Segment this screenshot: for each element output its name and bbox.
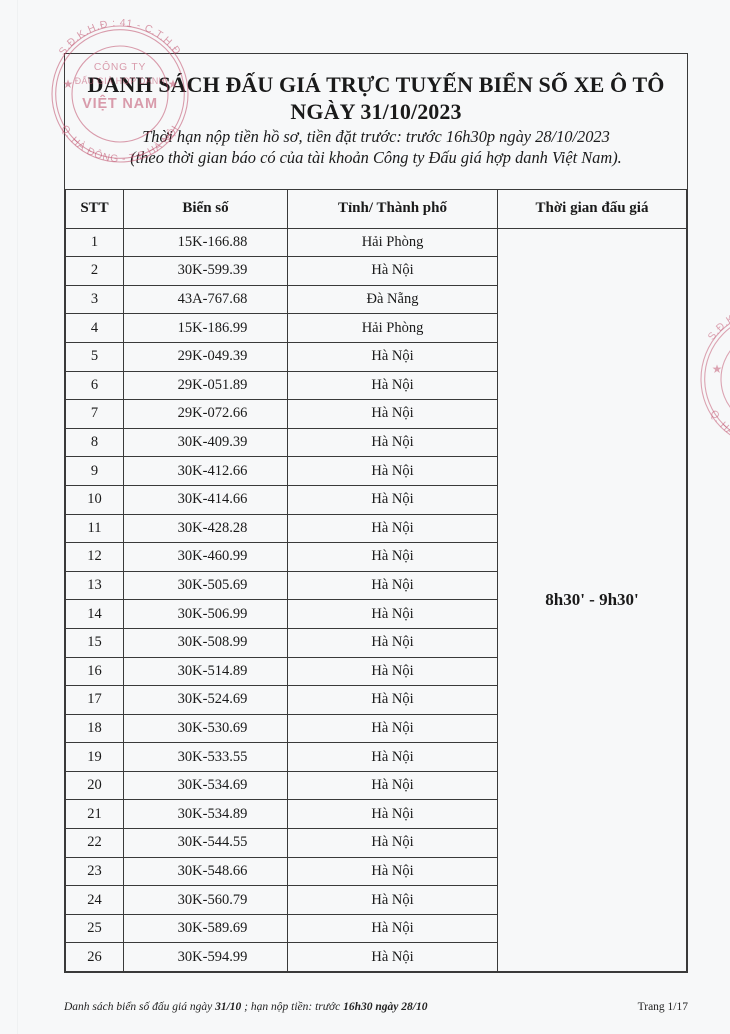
svg-text:S.Đ.K.H.Đ : 41 - C.T.H.Đ: S.Đ.K.H.Đ : 41 - C.T.H.Đ xyxy=(57,19,182,58)
svg-text:★: ★ xyxy=(712,362,723,376)
svg-text:Q. HÀ ĐÔNG - T.P HÀ NỘI: Q. HÀ ĐÔNG - T.P HÀ NỘI xyxy=(707,409,730,451)
svg-text:S.Đ.K.H.Đ : 41 - C.T.H.Đ: S.Đ.K.H.Đ : 41 - C.T.H.Đ xyxy=(706,304,730,343)
